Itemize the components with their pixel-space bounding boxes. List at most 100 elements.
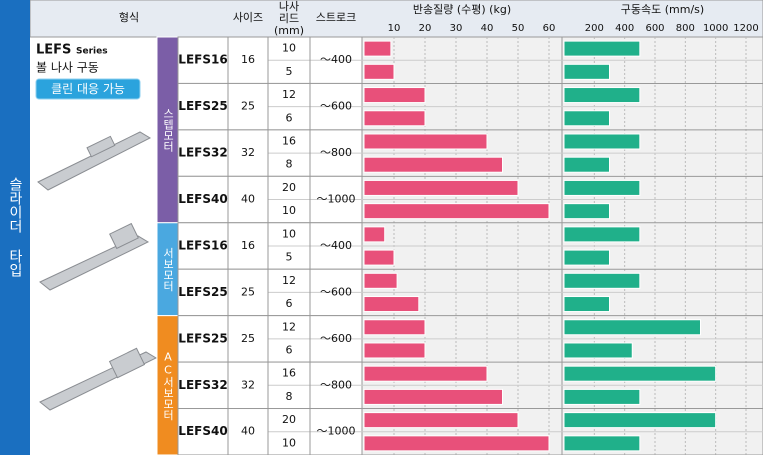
bar [363, 203, 550, 220]
header-lead: 리드 [279, 12, 299, 25]
stroke: ～600 [320, 100, 352, 113]
model-name: LEFS32 [178, 146, 227, 160]
lead: 8 [286, 158, 293, 171]
bar [363, 365, 488, 382]
bar [563, 110, 610, 127]
lead: 5 [286, 65, 293, 78]
x-tick-label: 20 [419, 23, 432, 34]
header-row [29, 0, 763, 38]
lead: 20 [282, 181, 296, 194]
bar [363, 87, 426, 104]
stroke: ～400 [320, 53, 352, 66]
bar [363, 296, 420, 313]
stroke: ～600 [320, 285, 352, 298]
model-name: LEFS16 [178, 238, 227, 252]
series-suffix: Series [76, 47, 108, 57]
lead: 6 [286, 297, 293, 310]
chart-title: 반송질량 (수평) (kg) [413, 3, 511, 16]
model-name: LEFS40 [178, 192, 227, 206]
lead: 5 [286, 251, 293, 264]
stroke: ～800 [320, 146, 352, 159]
lead: 20 [282, 413, 296, 426]
header-lead: 나사 [279, 0, 299, 13]
bar [563, 296, 610, 313]
motor-label: AC서보모터 [162, 350, 175, 420]
size: 40 [241, 193, 255, 206]
stroke: ～1000 [317, 425, 356, 438]
model-name: LEFS25 [178, 99, 227, 113]
bar [563, 87, 641, 104]
lead: 12 [282, 88, 296, 101]
size: 16 [241, 239, 255, 252]
model-name: LEFS25 [178, 285, 227, 299]
motor-label: 스텝모터 [162, 108, 175, 152]
bar [363, 412, 519, 429]
size: 40 [241, 425, 255, 438]
bar [363, 272, 398, 289]
bar [363, 435, 550, 452]
x-tick-label: 800 [676, 23, 695, 34]
bar [363, 40, 392, 57]
model-name: LEFS16 [178, 53, 227, 67]
chart-title: 구동속도 (mm/s) [621, 3, 704, 16]
size: 32 [241, 146, 255, 159]
drive: 볼 나사 구동 [36, 61, 99, 75]
lead: 6 [286, 343, 293, 356]
header-lead: (mm) [274, 24, 304, 37]
bar [563, 388, 641, 405]
bar [563, 342, 633, 359]
stroke: ～1000 [317, 193, 356, 206]
stroke: ～600 [320, 332, 352, 345]
bar [363, 133, 488, 150]
bar [363, 319, 426, 336]
size: 25 [241, 100, 255, 113]
header-stroke: 스트로크 [316, 11, 356, 24]
motor-label: 서보모터 [162, 247, 175, 291]
size: 16 [241, 53, 255, 66]
model-name: LEFS25 [178, 331, 227, 345]
bar [363, 156, 503, 173]
lead: 12 [282, 274, 296, 287]
x-tick-label: 10 [388, 23, 401, 34]
size: 25 [241, 332, 255, 345]
header-size: 사이즈 [233, 11, 263, 24]
x-tick-label: 400 [615, 23, 634, 34]
model-name: LEFS40 [178, 424, 227, 438]
x-tick-label: 200 [585, 23, 604, 34]
bar [363, 249, 395, 266]
bar [363, 388, 503, 405]
header-model: 형식 [119, 11, 139, 24]
bar [363, 63, 395, 80]
bar [363, 110, 426, 127]
side-band [0, 0, 30, 455]
lead: 6 [286, 111, 293, 124]
x-tick-label: 30 [450, 23, 463, 34]
bar [563, 365, 717, 382]
bar [563, 156, 610, 173]
product-image [37, 131, 158, 411]
lead: 10 [282, 227, 296, 240]
series: LEFS [36, 43, 71, 58]
stroke: ～400 [320, 239, 352, 252]
lead: 16 [282, 367, 296, 380]
bar [563, 272, 641, 289]
lead: 12 [282, 320, 296, 333]
x-tick-label: 60 [543, 23, 556, 34]
badge [35, 78, 141, 100]
bar [563, 249, 610, 266]
size: 32 [241, 378, 255, 391]
bar [563, 63, 610, 80]
bar [563, 435, 641, 452]
lead: 16 [282, 134, 296, 147]
x-tick-label: 1200 [733, 23, 758, 34]
model-name: LEFS32 [178, 378, 227, 392]
badge-text: 클린 대응 가능 [51, 82, 125, 96]
lead: 8 [286, 390, 293, 403]
stroke: ～800 [320, 378, 352, 391]
x-tick-label: 50 [512, 23, 525, 34]
lead: 10 [282, 204, 296, 217]
x-tick-label: 600 [645, 23, 664, 34]
x-tick-label: 1000 [703, 23, 728, 34]
bar [563, 319, 701, 336]
